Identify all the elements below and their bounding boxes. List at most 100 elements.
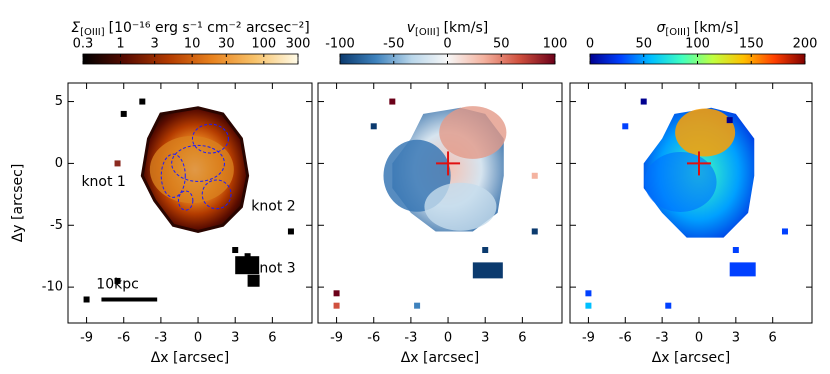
x-tick-label: 3 xyxy=(231,331,239,346)
x-tick-label: 3 xyxy=(732,331,740,346)
pixel xyxy=(585,290,592,297)
x-tick-label: -6 xyxy=(367,331,380,346)
colorbar-title: Σ[OIII] [10⁻¹⁶ erg s⁻¹ cm⁻² arcsec⁻²] xyxy=(71,20,310,38)
x-tick-label: -3 xyxy=(404,331,417,346)
annotation: knot 1 xyxy=(81,174,125,190)
x-tick-label: -3 xyxy=(154,331,167,346)
annotation: knot 3 xyxy=(251,261,295,277)
emission-feature xyxy=(424,182,497,231)
colorbar-title: v[OIII] [km/s] xyxy=(407,20,489,38)
x-tick-label: 6 xyxy=(268,331,276,346)
contour xyxy=(171,144,225,182)
plot-frame xyxy=(569,82,813,324)
pixel xyxy=(622,123,629,130)
colorbar-title: σ[OIII] [km/s] xyxy=(656,20,738,38)
colorbar-tick-label: 300 xyxy=(286,37,311,52)
colorbar-tick-label: -50 xyxy=(383,37,404,52)
colorbar-tick-label: 0 xyxy=(586,37,594,52)
title-part: [OIII] xyxy=(415,27,440,38)
y-tick-label: -10 xyxy=(42,280,63,295)
contour xyxy=(160,153,186,198)
x-tick-label: -3 xyxy=(656,331,669,346)
contour xyxy=(191,123,229,154)
title-part: Σ xyxy=(71,20,80,36)
pixel xyxy=(333,302,340,309)
colorbar-tick-label: 100 xyxy=(685,37,710,52)
colorbar-tick-label: 0 xyxy=(443,37,451,52)
x-tick-label: -6 xyxy=(619,331,632,346)
colorbar-tick-label: 50 xyxy=(493,37,510,52)
pixel xyxy=(250,265,257,272)
x-tick-label: 0 xyxy=(194,331,202,346)
annotation: 10kpc xyxy=(96,277,139,293)
title-part: v xyxy=(407,20,416,36)
colorbar-tick-label: 100 xyxy=(543,37,568,52)
pixel xyxy=(585,302,592,309)
x-tick-label: 0 xyxy=(695,331,703,346)
pixel xyxy=(114,277,121,284)
panel: σ[OIII] [km/s] 0 50 100 150 200 -9 -6 -3 0 3 6 Δx [ar… xyxy=(569,20,818,366)
pixel xyxy=(120,110,127,117)
pixel xyxy=(745,265,752,272)
pixel xyxy=(494,265,501,272)
x-tick-label: 6 xyxy=(518,331,526,346)
panel: Σ[OIII] [10⁻¹⁶ erg s⁻¹ cm⁻² arcsec⁻²] 0.3 1… xyxy=(10,20,313,366)
title-part: [OIII] xyxy=(80,27,105,38)
x-tick-label: -9 xyxy=(330,331,343,346)
y-tick-label: 5 xyxy=(55,94,63,109)
plot-frame xyxy=(317,82,563,324)
contour xyxy=(201,179,232,210)
title-part: [OIII] xyxy=(665,27,690,38)
x-tick-label: 3 xyxy=(481,331,489,346)
emission-region xyxy=(247,274,260,287)
pixel xyxy=(414,302,421,309)
pixel xyxy=(114,160,121,167)
pixel xyxy=(732,247,739,254)
pixel xyxy=(287,228,294,235)
pixel xyxy=(83,296,90,303)
x-tick-label: -9 xyxy=(582,331,595,346)
y-tick-label: -5 xyxy=(50,218,63,233)
colorbar-tick-label: -100 xyxy=(325,37,355,52)
panel: v[OIII] [km/s] -100 -50 0 50 100 -9 -6 -3 0 3 6 Δx [a… xyxy=(317,20,568,366)
y-tick-label: 0 xyxy=(55,156,63,171)
pixel xyxy=(389,98,396,105)
x-tick-label: -9 xyxy=(80,331,93,346)
annotation: knot 2 xyxy=(251,199,295,215)
colorbar-tick-label: 0.3 xyxy=(73,37,94,52)
title-part: σ xyxy=(656,20,666,36)
colorbar xyxy=(82,53,299,65)
title-part: [10⁻¹⁶ erg s⁻¹ cm⁻² arcsec⁻²] xyxy=(109,20,310,36)
pixel xyxy=(370,123,377,130)
contour xyxy=(177,190,194,211)
title-part: [km/s] xyxy=(444,20,489,36)
plot-frame xyxy=(67,82,313,324)
pixel xyxy=(244,253,251,260)
title-part: [km/s] xyxy=(694,20,739,36)
pixel xyxy=(232,247,239,254)
pixel xyxy=(531,172,538,179)
x-axis-label: Δx [arcsec] xyxy=(401,350,480,366)
pixel xyxy=(139,98,146,105)
pixel xyxy=(640,98,647,105)
emission-feature xyxy=(675,108,736,157)
x-axis-label: Δx [arcsec] xyxy=(151,350,230,366)
emission-region xyxy=(729,262,756,277)
colorbar-tick-label: 50 xyxy=(635,37,652,52)
pixel xyxy=(333,290,340,297)
colorbar-tick-label: 30 xyxy=(218,37,235,52)
x-tick-label: -6 xyxy=(117,331,130,346)
x-axis-label: Δx [arcsec] xyxy=(652,350,731,366)
emission-feature xyxy=(644,151,717,212)
y-axis-label: Δy [arcsec] xyxy=(10,164,26,243)
colorbar-tick-label: 100 xyxy=(251,37,276,52)
emission-feature xyxy=(439,106,507,159)
colorbar-tick-label: 1 xyxy=(116,37,124,52)
colorbar-tick-label: 10 xyxy=(184,37,201,52)
colorbar-tick-label: 200 xyxy=(793,37,818,52)
pixel xyxy=(531,228,538,235)
x-tick-label: 6 xyxy=(769,331,777,346)
colorbar-tick-label: 150 xyxy=(739,37,764,52)
pixel xyxy=(665,302,672,309)
